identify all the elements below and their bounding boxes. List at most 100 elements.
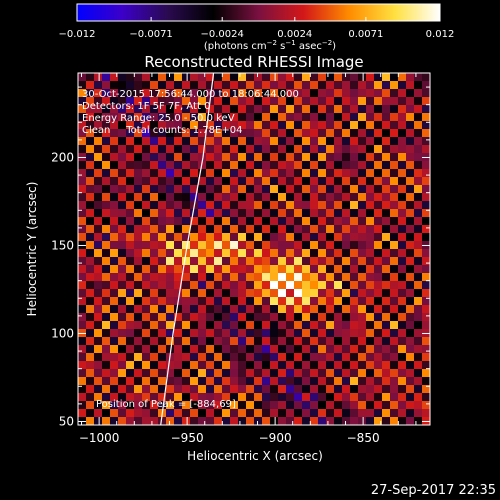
heatmap-cell [158, 313, 166, 321]
heatmap-cell [334, 81, 342, 89]
heatmap-cell [318, 417, 326, 425]
heatmap-cell [382, 377, 390, 385]
heatmap-cell [358, 161, 366, 169]
heatmap-cell [302, 161, 310, 169]
heatmap-cell [398, 281, 406, 289]
heatmap-cell [246, 401, 254, 409]
heatmap-cell [318, 121, 326, 129]
heatmap-cell [294, 73, 302, 81]
heatmap-cell [222, 305, 230, 313]
heatmap-cell [94, 273, 102, 281]
heatmap-cell [366, 273, 374, 281]
heatmap-cell [142, 89, 150, 97]
heatmap-cell [366, 361, 374, 369]
heatmap-cell [110, 105, 118, 113]
heatmap-cell [222, 201, 230, 209]
heatmap-cell [158, 337, 166, 345]
heatmap-cell [366, 161, 374, 169]
heatmap-cell [422, 313, 430, 321]
heatmap-cell [150, 385, 158, 393]
heatmap-cell [110, 145, 118, 153]
heatmap-cell [206, 353, 214, 361]
heatmap-cell [166, 249, 174, 257]
heatmap-cell [182, 265, 190, 273]
heatmap-cell [198, 137, 206, 145]
heatmap-cell [246, 97, 254, 105]
heatmap-cell [110, 153, 118, 161]
heatmap-cell [166, 321, 174, 329]
x-axis-label: Heliocentric X (arcsec) [187, 449, 323, 463]
heatmap-cell [406, 297, 414, 305]
heatmap-cell [134, 169, 142, 177]
heatmap-cell [238, 409, 246, 417]
heatmap-cell [358, 121, 366, 129]
heatmap-cell [326, 225, 334, 233]
heatmap-cell [198, 193, 206, 201]
heatmap-cell [102, 105, 110, 113]
heatmap-cell [254, 129, 262, 137]
heatmap-cell [398, 393, 406, 401]
heatmap-cell [366, 329, 374, 337]
heatmap-cell [166, 345, 174, 353]
heatmap-cell [190, 209, 198, 217]
heatmap-cell [398, 145, 406, 153]
heatmap-cell [334, 385, 342, 393]
heatmap-cell [398, 89, 406, 97]
heatmap-cell [110, 393, 118, 401]
heatmap-cell [102, 297, 110, 305]
heatmap-cell [110, 137, 118, 145]
heatmap-cell [78, 89, 86, 97]
colorbar-tick-label: 0.012 [426, 29, 455, 40]
heatmap-cell [182, 313, 190, 321]
colorbar-units-prefix: (photons cm [204, 41, 267, 52]
heatmap-cell [318, 385, 326, 393]
heatmap-cell [390, 241, 398, 249]
heatmap-cell [182, 81, 190, 89]
heatmap-cell [422, 169, 430, 177]
heatmap-cell [214, 297, 222, 305]
heatmap-cell [238, 233, 246, 241]
heatmap-cell [78, 377, 86, 385]
heatmap-cell [190, 249, 198, 257]
heatmap-cell [294, 129, 302, 137]
heatmap-cell [190, 369, 198, 377]
heatmap-cell [406, 273, 414, 281]
heatmap-cell [230, 73, 238, 81]
heatmap-cell [414, 409, 422, 417]
heatmap-cell [238, 137, 246, 145]
heatmap-cell [110, 289, 118, 297]
heatmap-cell [366, 113, 374, 121]
heatmap-cell [246, 361, 254, 369]
heatmap-cell [246, 137, 254, 145]
heatmap-cell [150, 401, 158, 409]
heatmap-cell [102, 241, 110, 249]
heatmap-cell [286, 121, 294, 129]
heatmap-cell [406, 265, 414, 273]
heatmap-cell [270, 305, 278, 313]
heatmap-cell [206, 377, 214, 385]
heatmap-cell [134, 161, 142, 169]
heatmap-cell [326, 113, 334, 121]
heatmap-cell [398, 353, 406, 361]
heatmap-cell [94, 345, 102, 353]
heatmap-cell [278, 233, 286, 241]
heatmap-cell [334, 393, 342, 401]
heatmap-cell [238, 393, 246, 401]
heatmap-cell [414, 97, 422, 105]
heatmap-cell [78, 217, 86, 225]
heatmap-cell [182, 409, 190, 417]
heatmap-cell [238, 145, 246, 153]
heatmap-cell [334, 137, 342, 145]
heatmap-cell [150, 345, 158, 353]
heatmap-cell [334, 273, 342, 281]
heatmap-cell [102, 81, 110, 89]
heatmap-cell [318, 241, 326, 249]
heatmap-cell [318, 81, 326, 89]
heatmap-cell [174, 97, 182, 105]
heatmap-cell [126, 289, 134, 297]
heatmap-cell [254, 105, 262, 113]
heatmap-cell [326, 313, 334, 321]
heatmap-cell [78, 121, 86, 129]
heatmap-cell [366, 145, 374, 153]
heatmap-cell [206, 297, 214, 305]
